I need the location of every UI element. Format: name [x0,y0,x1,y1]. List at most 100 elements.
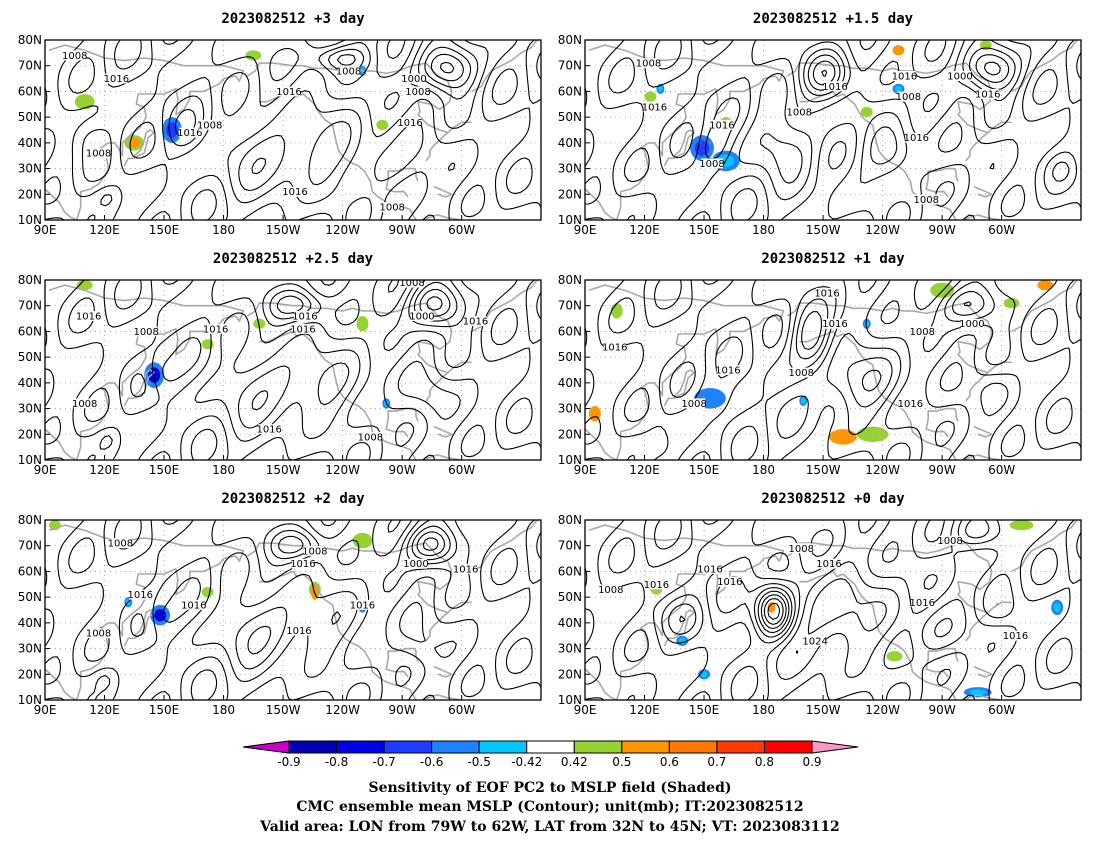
coastline [123,129,155,167]
sensitivity-patch-warm [1037,280,1054,291]
x-tick-label: 150E [149,223,180,237]
coastline [786,62,1012,134]
coastline [246,62,472,134]
sensitivity-patch-core [700,392,720,405]
contour-label-bg [109,538,132,549]
contour-label-bg [599,584,622,595]
contour-label: 1016 [463,317,488,328]
contour-label: 1008 [789,544,814,555]
x-tick-label: 90E [34,223,57,237]
contour-label: 1008 [133,327,158,338]
sensitivity-patch-positive [201,339,214,350]
x-tick-label: 120E [629,703,660,717]
x-tick-label: 180 [752,703,775,717]
coastline [63,468,73,486]
contour-label-bg [182,599,205,610]
colorbar-label: -0.9 [277,755,300,769]
sensitivity-patch-core [658,85,663,92]
sensitivity-patch-positive [1003,298,1020,309]
contour-label: 1016 [181,600,206,611]
contour-label: 1016 [709,120,734,131]
x-tick-label: 90E [574,703,597,717]
contour-label-bg [303,545,326,556]
contour-label: 1000 [409,312,434,323]
contour-label-bg [788,107,811,117]
contour-label: 1000 [401,74,426,85]
contour-label: 1008 [62,51,87,62]
coastline [799,330,957,460]
x-tick-label: 90W [929,703,956,717]
sensitivity-patch-positive [856,426,889,442]
y-tick-label: 80N [558,513,582,527]
coastline [973,665,993,678]
y-tick-label: 60N [18,84,42,98]
contour-label-bg [716,365,739,375]
contour-label-bg [818,558,841,569]
contour-label: 1008 [86,149,111,160]
y-tick-label: 30N [558,402,582,416]
sensitivity-patch-positive [860,106,873,118]
coastline [663,129,695,167]
x-tick-label: 120W [325,463,360,477]
contour-label-bg [337,65,360,76]
x-tick-label: 150W [266,703,301,717]
x-tick-label: 120W [865,223,900,237]
y-tick-label: 10N [18,693,42,707]
y-tick-label: 80N [18,33,42,47]
y-tick-label: 20N [18,667,42,681]
colorbar-swatch [716,740,765,754]
coastline [123,609,155,647]
coastline [420,454,464,460]
contour-label: 1008 [636,59,661,70]
y-tick-label: 10N [558,213,582,227]
x-tick-label: 150E [689,463,720,477]
panel-title: 2023082512 +1.5 day [753,11,914,27]
coastline [965,131,989,162]
y-tick-label: 70N [18,59,42,73]
contour-label-bg [403,73,426,84]
contour-label-bg [710,119,733,130]
y-tick-label: 50N [18,350,42,364]
x-tick-label: 150E [149,463,180,477]
map-background [585,40,1081,220]
contour-label-bg [87,148,110,159]
contour-label: 1016 [717,577,742,588]
contour-label-bg [718,576,741,587]
x-tick-label: 120E [89,463,120,477]
coastline [420,694,464,700]
colorbar-extend-min [242,740,290,754]
contour-label: 1016 [904,133,929,144]
contour-label-bg [291,558,314,569]
contour-label: 1016 [128,590,153,601]
panel-title: 2023082512 +1 day [761,251,905,267]
y-tick-label: 60N [18,564,42,578]
contour-label: 1016 [76,312,101,323]
contour-label-bg [278,86,301,97]
contour-label: 1016 [177,128,202,139]
y-tick-label: 70N [558,299,582,313]
coastline [63,228,73,246]
x-tick-label: 150E [689,223,720,237]
x-tick-label: 60W [448,463,475,477]
contour-label: 1008 [336,66,361,77]
x-tick-label: 60W [448,703,475,717]
y-tick-label: 80N [558,273,582,287]
contour-label-bg [77,311,100,321]
map-frame [44,39,542,221]
colorbar-swatch [763,740,813,754]
colorbar-swatch [573,740,623,754]
map-panel: 2023082512 +1.5 day100810161016100810161… [558,11,1082,237]
contour-label: 1008 [681,399,706,410]
coastline [385,167,419,198]
contour-label-bg [645,579,668,590]
contour-label-bg [399,117,422,128]
contour-label-bg [454,563,477,574]
x-tick-label: 60W [988,463,1015,477]
x-tick-label: 90E [574,223,597,237]
contour-label-bg [698,563,721,574]
sensitivity-patch-core [864,320,870,327]
colorbar-swatch [431,740,480,754]
x-tick-label: 90W [929,223,956,237]
contour-label: 1016 [898,399,923,410]
